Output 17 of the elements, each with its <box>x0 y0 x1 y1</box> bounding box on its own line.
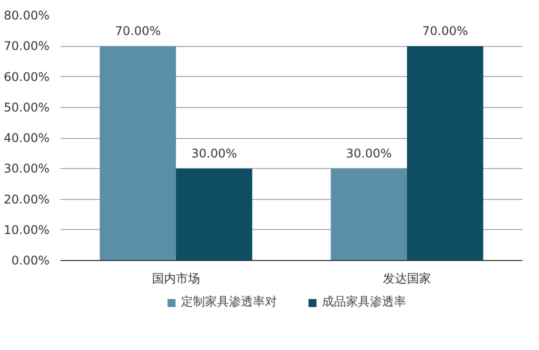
y-tick-label: 80.00% <box>4 8 50 22</box>
y-tick-label: 10.00% <box>4 222 50 237</box>
data-label: 30.00% <box>191 146 238 161</box>
y-tick-label: 50.00% <box>4 100 50 114</box>
legend-label: 成品家具渗透率 <box>322 294 406 310</box>
x-tick-label: 发达国家 <box>383 272 431 286</box>
y-tick-label: 40.00% <box>4 131 50 145</box>
data-label: 70.00% <box>115 24 161 38</box>
y-tick-label: 70.00% <box>4 39 50 54</box>
y-tick-label: 60.00% <box>4 70 50 84</box>
y-tick-label: 20.00% <box>4 192 50 206</box>
data-label: 30.00% <box>346 146 392 161</box>
legend-label: 定制家具渗透率对 <box>181 294 277 310</box>
x-tick-label: 国内市场 <box>152 272 200 286</box>
data-label: 70.00% <box>422 24 468 38</box>
y-tick-label: 30.00% <box>4 162 50 176</box>
y-tick-label: 0.00% <box>11 254 50 268</box>
